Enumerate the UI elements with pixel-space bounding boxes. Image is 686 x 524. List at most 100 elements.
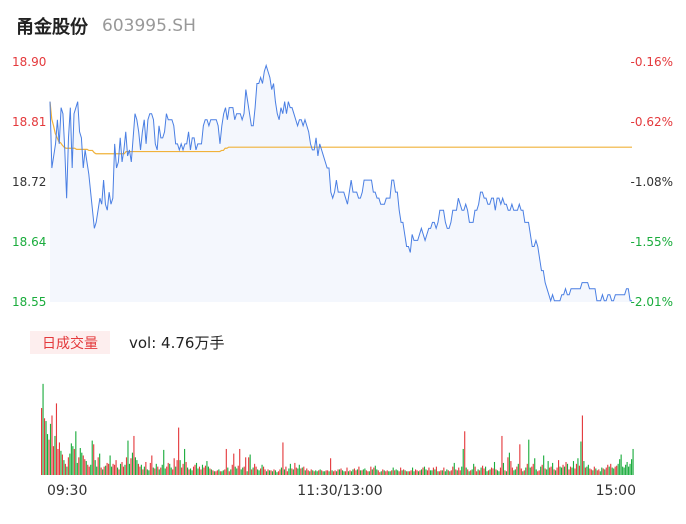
volume-bar: [403, 469, 405, 475]
volume-bar: [41, 408, 43, 475]
volume-bar: [453, 462, 455, 475]
volume-bar: [520, 468, 522, 475]
volume-bar: [622, 466, 624, 475]
volume-bar: [526, 463, 528, 475]
volume-readout: vol: 4.76万手: [129, 334, 225, 352]
volume-bar: [493, 461, 496, 475]
volume-bar: [382, 469, 384, 475]
volume-bar: [485, 466, 487, 475]
volume-bar: [629, 463, 631, 475]
y-tick-label: 18.81: [12, 115, 46, 129]
volume-bar: [109, 455, 111, 475]
volume-bar: [462, 448, 464, 475]
volume-tab[interactable]: 日成交量: [30, 331, 110, 354]
volume-bar: [43, 418, 46, 475]
stock-header: 甬金股份 603995.SH: [16, 12, 196, 40]
volume-bar: [173, 458, 175, 475]
volume-bar: [426, 470, 429, 475]
volume-bar: [72, 446, 74, 475]
volume-bar: [574, 468, 576, 475]
volume-bar: [334, 470, 336, 475]
volume-bar: [607, 464, 609, 475]
volume-bar: [233, 453, 235, 475]
volume-bar: [343, 471, 345, 475]
volume-bar: [336, 471, 338, 475]
volume-bar: [394, 470, 396, 475]
volume-bar: [175, 466, 177, 475]
volume-bar: [70, 443, 72, 475]
volume-bar: [257, 469, 259, 475]
volume-bar: [389, 471, 391, 475]
volume-bar: [239, 448, 241, 475]
volume-bar: [328, 471, 330, 475]
volume-bar: [270, 470, 272, 475]
volume-bar: [81, 452, 83, 475]
x-tick-label: 11:30/13:00: [297, 483, 382, 499]
volume-bar: [294, 462, 296, 475]
volume-bar: [298, 464, 300, 475]
volume-bar: [67, 457, 69, 475]
volume-bar: [340, 468, 342, 475]
volume-bar: [286, 471, 288, 475]
volume-bar: [96, 466, 98, 475]
price-chart: 18.90 18.81 18.72 18.64 18.55 -0.16% -0.…: [12, 55, 673, 309]
volume-bar: [592, 470, 594, 475]
y2-tick-label: -1.08%: [631, 175, 673, 189]
volume-bar: [97, 457, 99, 475]
volume-bar: [322, 471, 324, 475]
volume-bar: [176, 460, 178, 475]
stock-code: 603995.SH: [102, 16, 196, 36]
volume-bar: [288, 468, 290, 475]
volume-bar: [191, 470, 193, 475]
volume-bar: [75, 431, 77, 475]
volume-bar: [432, 467, 434, 475]
volume-bar: [522, 471, 524, 475]
volume-bar: [578, 465, 580, 475]
volume-bar: [203, 467, 205, 475]
volume-bar: [158, 469, 160, 475]
volume-bar: [45, 421, 47, 475]
volume-bar: [55, 403, 58, 475]
volume-bar: [383, 470, 385, 475]
volume-bar: [514, 469, 516, 475]
volume-bar: [108, 463, 110, 475]
volume-bar: [483, 468, 485, 475]
volume-bar: [84, 459, 86, 475]
volume-bar: [422, 467, 424, 475]
volume-bar: [419, 470, 421, 475]
volume-bar: [134, 457, 136, 475]
volume-bar: [251, 469, 253, 475]
volume-bar: [504, 470, 506, 475]
volume-bar: [386, 470, 388, 475]
volume-bar: [265, 471, 268, 475]
volume-bar: [188, 469, 190, 475]
volume-bar: [563, 466, 566, 475]
volume-bar: [140, 464, 142, 475]
volume-bar: [404, 470, 406, 475]
volume-bar: [78, 457, 80, 475]
volume-bar: [295, 467, 297, 475]
volume-bar: [414, 469, 417, 475]
volume-bar: [529, 467, 531, 475]
volume-bar: [82, 455, 84, 475]
volume-bar: [309, 471, 311, 475]
volume-bar: [130, 458, 132, 475]
volume-bar: [379, 472, 381, 475]
volume-bar: [480, 467, 482, 475]
volume-bar: [327, 470, 329, 475]
volume-bar: [583, 461, 585, 475]
y-tick-label: 18.64: [12, 235, 46, 249]
volume-bar: [115, 460, 117, 475]
volume-bar: [632, 448, 634, 475]
volume-bar: [54, 435, 56, 475]
volume-bar: [292, 469, 294, 475]
volume-bar: [496, 470, 499, 475]
volume-bar: [352, 469, 354, 475]
volume-bar: [467, 469, 469, 475]
volume-bar: [558, 460, 560, 475]
volume-bar: [330, 458, 332, 475]
volume-bar: [461, 466, 463, 475]
volume-bar: [608, 466, 610, 475]
volume-bar: [477, 469, 479, 475]
volume-bar: [155, 463, 157, 475]
